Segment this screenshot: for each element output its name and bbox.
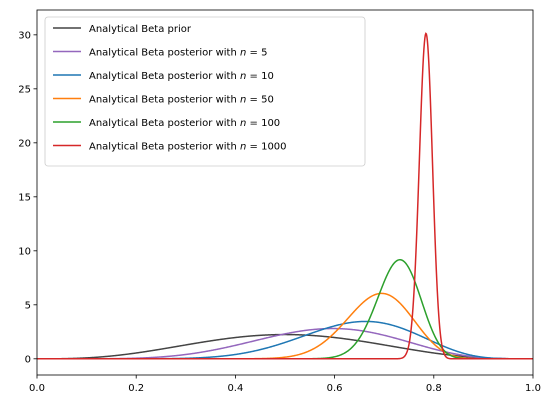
x-tick-label: 1.0	[525, 383, 541, 394]
legend-label: Analytical Beta prior	[89, 24, 192, 35]
y-tick-label: 15	[18, 192, 31, 203]
legend-label: Analytical Beta posterior with n = 100	[89, 118, 280, 129]
x-axis: 0.0 0.2 0.4 0.6 0.8 1.0	[29, 375, 541, 394]
legend-label-text: Analytical Beta posterior with	[89, 71, 237, 82]
legend-label-text: Analytical Beta posterior with	[89, 118, 237, 129]
legend-label-text: Analytical Beta posterior with	[89, 142, 237, 153]
plot-frame	[36, 9, 534, 376]
legend-label-n: n	[237, 118, 247, 129]
y-tick-label: 10	[18, 246, 31, 257]
plot-curves	[37, 32, 533, 360]
y-tick-label: 25	[18, 84, 31, 95]
legend-label: Analytical Beta posterior with n = 5	[89, 48, 267, 59]
legend-label-n-value: 10	[261, 71, 274, 82]
legend-label-eq: =	[246, 71, 261, 82]
legend-label-n: n	[237, 48, 247, 59]
legend-label-text: Analytical Beta posterior with	[89, 95, 237, 106]
legend: Analytical Beta prior Analytical Beta pos…	[44, 16, 366, 167]
legend-label: Analytical Beta posterior with n = 1000	[89, 142, 287, 153]
y-tick-label: 20	[18, 138, 31, 149]
legend-label-n-value: 1000	[261, 142, 286, 153]
legend-label-text: Analytical Beta prior	[89, 24, 192, 35]
legend-label-eq: =	[246, 118, 261, 129]
y-tick-label: 0	[25, 354, 31, 365]
legend-label-eq: =	[246, 142, 261, 153]
y-tick-label: 30	[18, 30, 31, 41]
legend-label-n: n	[237, 142, 247, 153]
x-tick-label: 0.6	[327, 383, 343, 394]
legend-label-text: Analytical Beta posterior with	[89, 48, 237, 59]
legend-label-n: n	[237, 71, 247, 82]
legend-label-eq: =	[246, 95, 261, 106]
legend-label: Analytical Beta posterior with n = 50	[89, 95, 274, 106]
legend-label: Analytical Beta posterior with n = 10	[89, 71, 274, 82]
x-tick-label: 0.4	[227, 383, 243, 394]
legend-label-n-value: 50	[261, 95, 274, 106]
x-tick-label: 0.2	[128, 383, 144, 394]
y-tick-label: 5	[25, 300, 31, 311]
y-axis: 0 5 10 15 20 25 30	[18, 30, 37, 365]
legend-label-n: n	[237, 95, 247, 106]
legend-label-eq: =	[246, 48, 261, 59]
legend-label-n-value: 5	[261, 48, 267, 59]
x-tick-label: 0.0	[29, 383, 45, 394]
legend-label-n-value: 100	[261, 118, 280, 129]
legend-box	[44, 16, 366, 167]
series-line-5	[37, 32, 533, 360]
x-tick-label: 0.8	[426, 383, 442, 394]
